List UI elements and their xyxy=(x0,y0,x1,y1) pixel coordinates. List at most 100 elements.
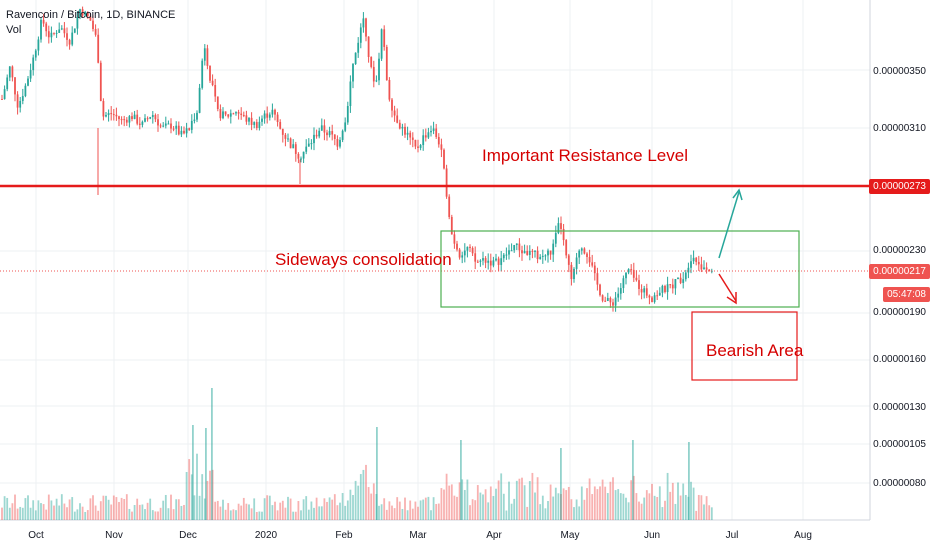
volume-bar xyxy=(284,507,287,520)
volume-bar xyxy=(414,501,417,520)
candle-body xyxy=(42,19,45,24)
candle-body xyxy=(443,149,445,169)
volume-bar xyxy=(352,494,354,520)
candle-body xyxy=(424,135,427,138)
volume-bar xyxy=(430,510,432,520)
volume-bar xyxy=(60,494,63,520)
candle-body xyxy=(531,250,534,252)
candle-body xyxy=(344,122,347,131)
volume-bar xyxy=(53,505,55,520)
volume-bar xyxy=(255,511,258,520)
volume-label: Vol xyxy=(6,24,22,36)
volume-bar xyxy=(300,510,302,520)
volume-bar xyxy=(258,511,261,520)
candle-body xyxy=(521,250,523,254)
volume-bar xyxy=(648,493,651,520)
volume-bar xyxy=(513,498,516,520)
candle-body xyxy=(268,114,271,118)
volume-bar xyxy=(599,486,601,520)
candle-body xyxy=(136,114,139,124)
volume-bar xyxy=(37,500,40,520)
volume-bar xyxy=(271,505,274,520)
volume-bar xyxy=(11,503,14,520)
candle-body xyxy=(658,292,661,296)
volume-bar xyxy=(453,495,456,520)
candle-body xyxy=(630,269,633,271)
candle-body xyxy=(474,253,477,262)
volume-bar xyxy=(469,505,471,520)
volume-bar xyxy=(102,495,105,520)
candle-body xyxy=(8,66,11,78)
candle-body xyxy=(570,264,573,280)
volume-bar xyxy=(144,509,146,520)
volume-bar xyxy=(531,472,534,520)
volume-bar xyxy=(450,484,453,520)
candle-body xyxy=(625,272,627,279)
bearish-area-box xyxy=(691,311,798,381)
volume-bar xyxy=(437,503,440,520)
volume-bar xyxy=(461,479,464,520)
candle-body xyxy=(24,85,27,97)
volume-bar xyxy=(250,508,253,520)
candle-body xyxy=(684,272,687,280)
candle-body xyxy=(229,113,232,117)
candle-body xyxy=(110,113,113,115)
volume-bar xyxy=(510,503,513,520)
candle-body xyxy=(359,27,362,43)
y-tick-label: 0.00000160 xyxy=(873,354,926,365)
volume-bar xyxy=(349,489,352,520)
candle-body xyxy=(534,250,536,252)
candle-body xyxy=(328,131,331,136)
candle-body xyxy=(331,131,334,135)
volume-bar xyxy=(203,498,206,520)
volume-bar xyxy=(279,502,282,520)
volume-bar xyxy=(123,499,126,520)
candle-body xyxy=(115,114,118,117)
bearish-arrow-head xyxy=(726,292,737,305)
candle-body xyxy=(81,9,84,16)
volume-bar xyxy=(419,500,422,520)
candle-body xyxy=(97,34,100,63)
volume-bar xyxy=(193,495,196,520)
candle-body xyxy=(50,32,53,38)
candle-body xyxy=(209,65,211,81)
candle-body xyxy=(128,116,131,123)
current-price-badge: 0.00000217 xyxy=(869,264,930,279)
candle-body xyxy=(372,66,375,82)
volume-bar xyxy=(58,505,61,520)
candle-body xyxy=(305,146,308,152)
candle-body xyxy=(406,132,409,135)
volume-bar xyxy=(653,495,656,520)
candle-body xyxy=(619,288,622,294)
candle-body xyxy=(183,130,185,134)
candle-body xyxy=(599,284,601,296)
candle-body xyxy=(341,130,344,140)
volume-bar xyxy=(700,495,703,520)
candle-body xyxy=(120,119,123,121)
candle-body xyxy=(627,269,630,273)
candle-body xyxy=(560,223,562,229)
candle-body xyxy=(562,228,565,241)
volume-spike xyxy=(460,440,462,520)
candle-body xyxy=(536,250,539,260)
volume-bar xyxy=(445,473,448,520)
candle-body xyxy=(294,144,297,154)
candle-body xyxy=(79,9,81,18)
y-tick-label: 0.00000130 xyxy=(873,402,926,413)
candle-body xyxy=(133,114,136,120)
candle-body xyxy=(640,289,643,293)
volume-bar xyxy=(505,510,508,520)
volume-bar xyxy=(307,509,310,520)
volume-bar xyxy=(107,499,110,520)
volume-bar xyxy=(601,479,604,520)
candle-body xyxy=(40,19,42,40)
candle-body xyxy=(539,256,542,260)
candle-body xyxy=(453,234,456,244)
volume-bar xyxy=(281,500,284,520)
candle-body xyxy=(1,99,3,100)
volume-bar xyxy=(359,474,362,520)
x-tick-label: 2020 xyxy=(254,530,278,541)
candle-body xyxy=(484,258,487,263)
volume-bar xyxy=(3,496,6,520)
